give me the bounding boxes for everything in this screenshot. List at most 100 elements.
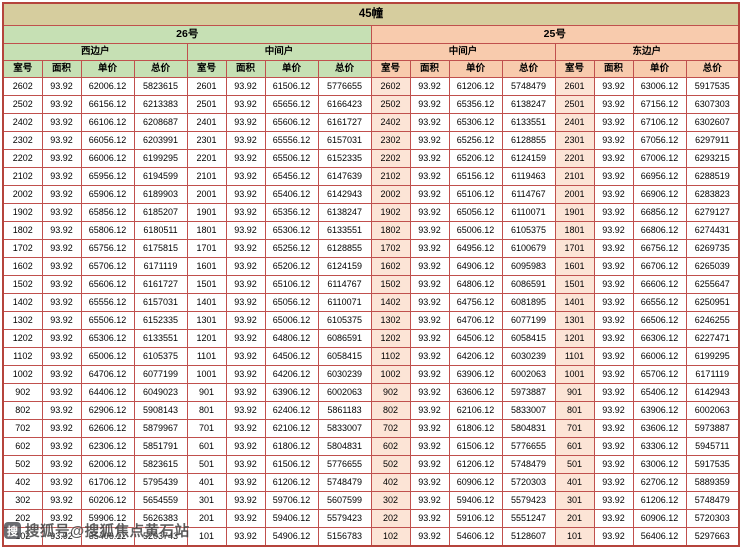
area-cell: 93.92 [41,455,82,474]
area-cell: 93.92 [409,293,450,312]
room-cell: 501 [554,455,595,474]
total-price-cell: 6288519 [685,167,740,186]
area-cell: 93.92 [593,149,634,168]
area-cell: 93.92 [41,401,82,420]
table-row: 202 93.92 59906.12 5626383 201 93.92 59406.12 5… [2,509,740,528]
total-price-cell: 6128855 [317,239,372,258]
room-cell: 102 [2,527,43,547]
unit-price-cell: 65556.12 [80,293,135,312]
unit-price-cell: 60906.12 [448,473,503,492]
unit-price-cell: 65956.12 [80,167,135,186]
room-cell: 2202 [2,149,43,168]
area-cell: 93.92 [409,419,450,438]
col-header-unit-price: 单价 [632,60,687,78]
unit-price-cell: 59106.12 [448,509,503,528]
total-price-cell: 6128855 [501,131,556,150]
total-price-cell: 6114767 [317,275,372,294]
room-cell: 1101 [554,347,595,366]
room-cell: 402 [2,473,43,492]
unit-price-cell: 63906.12 [264,383,319,402]
unit-price-cell: 55406.12 [80,527,135,547]
unit-price-cell: 66056.12 [80,131,135,150]
area-cell: 93.92 [409,527,450,547]
total-price-cell: 6110071 [317,293,372,312]
total-price-cell: 6086591 [501,275,556,294]
col-header-area: 面积 [225,60,266,78]
room-cell: 1501 [186,275,227,294]
area-cell: 93.92 [409,383,450,402]
area-cell: 93.92 [409,149,450,168]
room-cell: 1301 [554,311,595,330]
col-header-room: 室号 [554,60,595,78]
unit-price-cell: 61806.12 [264,437,319,456]
table-row: 102 93.92 55406.12 5203743 101 93.92 54906.12 5… [2,527,740,547]
room-cell: 501 [186,455,227,474]
area-cell: 93.92 [225,77,266,96]
area-cell: 93.92 [593,347,634,366]
area-cell: 93.92 [41,185,82,204]
table-row: 2002 93.92 65906.12 6189903 2001 93.92 65406.1… [2,185,740,204]
unit-price-cell: 56406.12 [632,527,687,547]
total-price-cell: 5879967 [133,419,188,438]
area-cell: 93.92 [225,527,266,547]
total-price-cell: 6283823 [685,185,740,204]
total-price-cell: 6157031 [317,131,372,150]
total-price-cell: 5973887 [501,383,556,402]
total-price-cell: 6157031 [133,293,188,312]
area-cell: 93.92 [41,509,82,528]
room-cell: 101 [554,527,595,547]
room-cell: 2001 [186,185,227,204]
total-price-cell: 6133551 [133,329,188,348]
area-cell: 93.92 [593,167,634,186]
area-cell: 93.92 [41,437,82,456]
room-cell: 2302 [370,131,411,150]
total-price-cell: 6302607 [685,113,740,132]
area-cell: 93.92 [409,401,450,420]
unit-price-cell: 65156.12 [448,167,503,186]
room-cell: 2501 [186,95,227,114]
unit-price-cell: 65806.12 [80,221,135,240]
total-price-cell: 6133551 [501,113,556,132]
area-cell: 93.92 [225,473,266,492]
area-cell: 93.92 [225,221,266,240]
unit-price-cell: 65256.12 [448,131,503,150]
total-price-cell: 6227471 [685,329,740,348]
area-cell: 93.92 [593,455,634,474]
room-cell: 2601 [186,77,227,96]
col-header-unit-price: 单价 [264,60,319,78]
total-price-cell: 6147639 [317,167,372,186]
unit-price-cell: 64956.12 [448,239,503,258]
area-cell: 93.92 [409,77,450,96]
area-cell: 93.92 [225,329,266,348]
area-cell: 93.92 [41,275,82,294]
area-cell: 93.92 [41,221,82,240]
area-cell: 93.92 [41,167,82,186]
area-cell: 93.92 [409,203,450,222]
total-price-cell: 6185207 [133,203,188,222]
area-cell: 93.92 [409,239,450,258]
area-cell: 93.92 [225,149,266,168]
room-cell: 602 [2,437,43,456]
room-cell: 802 [2,401,43,420]
room-cell: 902 [370,383,411,402]
room-cell: 602 [370,437,411,456]
total-price-cell: 6095983 [501,257,556,276]
total-price-cell: 5579423 [317,509,372,528]
total-price-cell: 6100679 [501,239,556,258]
total-price-cell: 6058415 [317,347,372,366]
area-cell: 93.92 [225,131,266,150]
area-cell: 93.92 [409,329,450,348]
area-cell: 93.92 [409,437,450,456]
unit-price-cell: 61206.12 [448,455,503,474]
room-cell: 2202 [370,149,411,168]
unit-price-cell: 65006.12 [80,347,135,366]
table-row: 802 93.92 62906.12 5908143 801 93.92 62406.12 5… [2,401,740,420]
unit-price-cell: 54606.12 [448,527,503,547]
unit-price-cell: 66006.12 [80,149,135,168]
unit-price-cell: 61206.12 [632,491,687,510]
area-cell: 93.92 [225,437,266,456]
room-cell: 701 [554,419,595,438]
total-price-cell: 5128607 [501,527,556,547]
unit-price-cell: 65306.12 [80,329,135,348]
total-price-cell: 5804831 [501,419,556,438]
